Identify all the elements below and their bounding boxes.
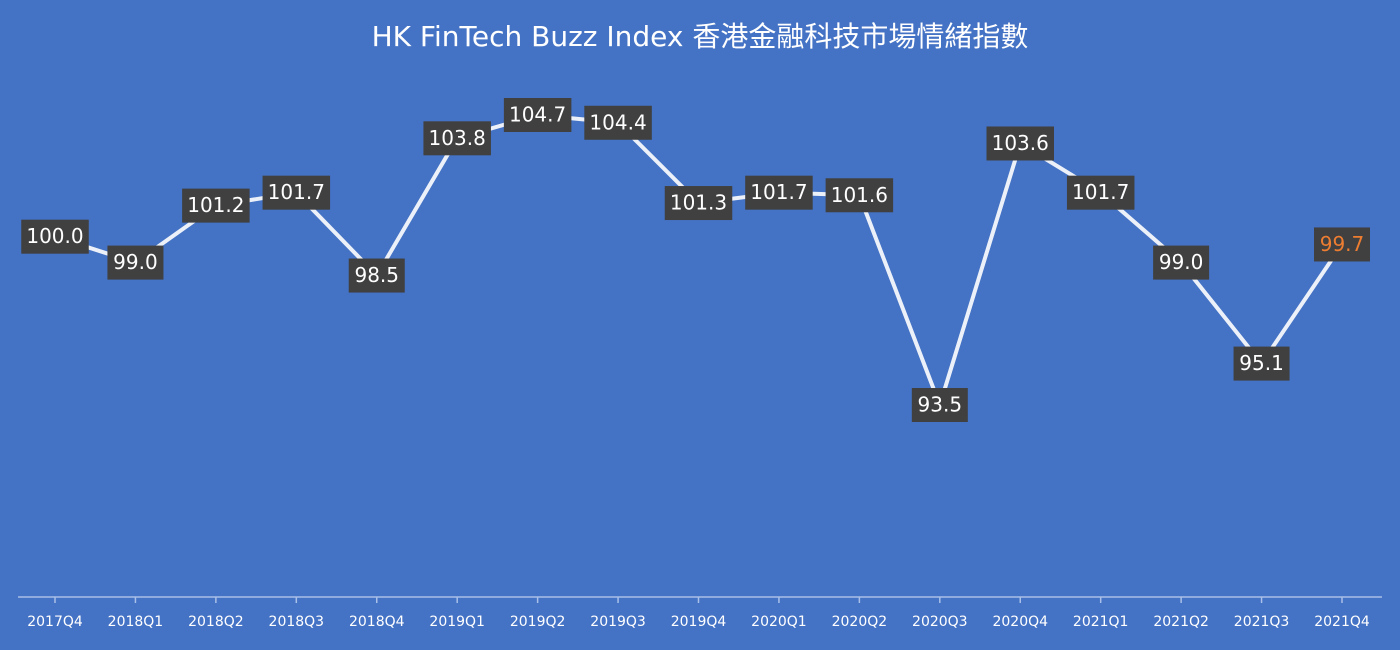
data-label: 101.2 (187, 193, 244, 217)
chart-title: HK FinTech Buzz Index 香港金融科技市場情緒指數 (372, 20, 1029, 53)
label-box (1314, 227, 1370, 262)
x-tick-label: 2020Q2 (832, 614, 888, 630)
data-label: 101.6 (831, 183, 888, 207)
label-box (986, 126, 1054, 161)
label-box (745, 175, 813, 210)
x-tick-label: 2021Q2 (1153, 614, 1209, 630)
data-label: 101.7 (750, 180, 807, 204)
data-label: 95.1 (1239, 351, 1284, 375)
label-box (1153, 245, 1210, 280)
x-tick-label: 2021Q4 (1314, 614, 1370, 630)
data-label: 93.5 (918, 393, 963, 417)
label-box (911, 388, 968, 422)
label-box (107, 245, 164, 280)
label-box (21, 219, 89, 254)
label-box (182, 188, 250, 223)
x-tick-label: 2020Q3 (912, 614, 968, 630)
data-label: 98.5 (354, 263, 399, 287)
label-box (262, 175, 331, 210)
data-label: 99.0 (1159, 250, 1204, 274)
x-tick-label: 2020Q4 (992, 614, 1048, 630)
x-tick-label: 2021Q1 (1073, 614, 1129, 630)
x-tick-label: 2019Q1 (429, 614, 485, 630)
x-tick-label: 2021Q3 (1234, 614, 1290, 630)
data-label: 101.3 (670, 191, 727, 215)
data-label: 101.7 (268, 180, 325, 204)
data-label: 104.7 (509, 103, 566, 127)
data-label: 103.6 (992, 131, 1049, 155)
label-box (584, 105, 652, 140)
label-box (1066, 175, 1135, 210)
data-label: 101.7 (1072, 180, 1129, 204)
label-box (825, 178, 894, 213)
label-box (348, 258, 405, 293)
data-label: 104.4 (589, 110, 646, 134)
data-label: 99.7 (1320, 232, 1365, 256)
x-tick-label: 2019Q4 (671, 614, 727, 630)
x-tick-label: 2018Q1 (108, 614, 164, 630)
x-tick-label: 2019Q2 (510, 614, 566, 630)
x-tick-label: 2018Q4 (349, 614, 405, 630)
x-tick-label: 2019Q3 (590, 614, 646, 630)
label-box (503, 98, 572, 132)
x-tick-label: 2018Q3 (269, 614, 325, 630)
label-box (423, 121, 491, 156)
data-label: 100.0 (26, 224, 83, 248)
line (54, 113, 1344, 407)
label-box (664, 186, 733, 221)
x-tick-label: 2018Q2 (188, 614, 244, 630)
data-label: 103.8 (429, 126, 486, 150)
data-label: 99.0 (113, 250, 158, 274)
x-tick-label: 2017Q4 (27, 614, 83, 630)
x-tick-label: 2020Q1 (751, 614, 807, 630)
label-box (1233, 346, 1290, 381)
